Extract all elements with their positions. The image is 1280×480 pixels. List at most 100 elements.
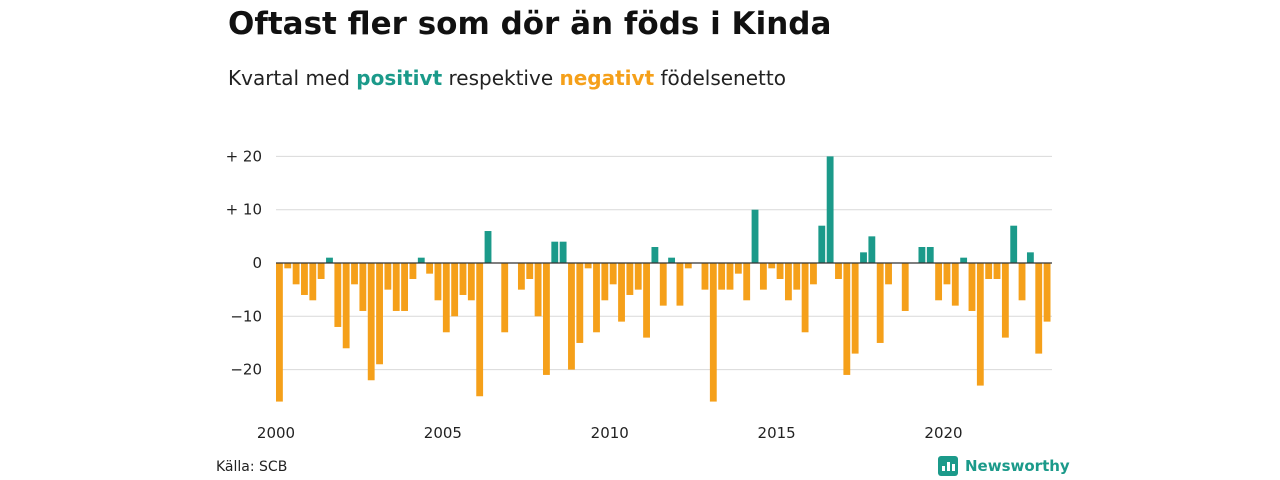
bar xyxy=(601,263,609,301)
brand-logo: Newsworthy xyxy=(938,456,1070,476)
bar xyxy=(684,263,692,269)
bar xyxy=(976,263,984,386)
subtitle-negative-label: negativt xyxy=(559,66,655,90)
bar xyxy=(309,263,317,301)
bar xyxy=(851,263,859,354)
bar xyxy=(409,263,417,279)
x-tick-label: 2010 xyxy=(591,424,629,442)
bar xyxy=(659,263,667,306)
bar xyxy=(434,263,442,301)
bar xyxy=(359,263,367,311)
bar xyxy=(484,231,492,263)
bar xyxy=(643,263,650,338)
bar xyxy=(367,263,375,381)
bar xyxy=(943,263,951,285)
bar xyxy=(810,263,817,285)
bar xyxy=(292,263,300,285)
x-tick-label: 2005 xyxy=(424,424,462,442)
bar xyxy=(759,263,767,290)
y-tick-label: −10 xyxy=(230,307,262,325)
bar xyxy=(835,263,842,279)
bar xyxy=(534,263,542,317)
bar xyxy=(551,241,559,263)
bar xyxy=(609,263,617,285)
bar xyxy=(776,263,784,279)
y-tick-label: + 20 xyxy=(226,147,262,165)
y-tick-label: −20 xyxy=(230,361,262,379)
bar xyxy=(651,247,659,263)
x-tick-label: 2000 xyxy=(257,424,295,442)
bar xyxy=(426,263,434,274)
bar xyxy=(1026,252,1034,263)
bar xyxy=(334,263,342,327)
bar xyxy=(626,263,634,295)
bar xyxy=(568,263,575,370)
bar xyxy=(793,263,801,290)
brand-name: Newsworthy xyxy=(965,457,1070,475)
bar-chart-logo-icon xyxy=(938,456,958,476)
y-axis: + 20 + 10 0 −10 −20 xyxy=(226,147,262,378)
bar xyxy=(668,257,676,263)
x-tick-label: 2015 xyxy=(758,424,796,442)
bar xyxy=(392,263,400,311)
bar xyxy=(676,263,684,306)
grid-lines xyxy=(276,155,1052,371)
bar xyxy=(276,263,283,402)
bar xyxy=(584,263,592,269)
bar xyxy=(901,263,909,311)
bar xyxy=(1001,263,1009,338)
bar xyxy=(467,263,475,301)
bar xyxy=(543,263,550,375)
bar xyxy=(860,252,867,263)
subtitle-positive-label: positivt xyxy=(356,66,443,90)
bar xyxy=(501,263,509,333)
bar xyxy=(768,263,776,269)
bar xyxy=(459,263,467,295)
bar xyxy=(284,263,292,269)
bar xyxy=(801,263,809,333)
subtitle-start: Kvartal med xyxy=(228,66,350,90)
bar xyxy=(868,236,876,263)
bar xyxy=(843,263,851,375)
bar xyxy=(918,247,926,263)
bar xyxy=(576,263,584,343)
bar xyxy=(401,263,408,311)
bar xyxy=(1043,263,1051,322)
bar xyxy=(342,263,350,349)
source-note: Källa: SCB xyxy=(216,459,288,475)
bar xyxy=(709,263,717,402)
bar xyxy=(885,263,892,285)
bar xyxy=(1010,225,1018,263)
bar xyxy=(751,209,759,263)
bar xyxy=(476,263,484,397)
bar xyxy=(968,263,976,311)
bar xyxy=(951,263,959,306)
bar xyxy=(701,263,709,290)
bar xyxy=(326,257,333,263)
bar xyxy=(526,263,534,279)
bar xyxy=(317,263,325,279)
bar xyxy=(559,241,567,263)
y-tick-label: 0 xyxy=(252,254,262,272)
y-tick-label: + 10 xyxy=(226,201,262,219)
bar xyxy=(634,263,642,290)
bar xyxy=(442,263,450,333)
bar xyxy=(743,263,751,301)
bar xyxy=(618,263,625,322)
bar xyxy=(734,263,742,274)
x-axis: 2000 2005 2010 2015 2020 xyxy=(257,424,963,442)
bar xyxy=(1035,263,1043,354)
bar xyxy=(593,263,600,333)
bars xyxy=(276,156,1051,402)
bar xyxy=(960,257,968,263)
bar xyxy=(726,263,734,290)
bar xyxy=(417,257,425,263)
bar xyxy=(384,263,392,290)
subtitle-end: födelsenetto xyxy=(660,66,786,90)
bar xyxy=(818,225,826,263)
bar xyxy=(517,263,525,290)
bar xyxy=(985,263,993,279)
bar xyxy=(926,247,934,263)
bar xyxy=(718,263,726,290)
